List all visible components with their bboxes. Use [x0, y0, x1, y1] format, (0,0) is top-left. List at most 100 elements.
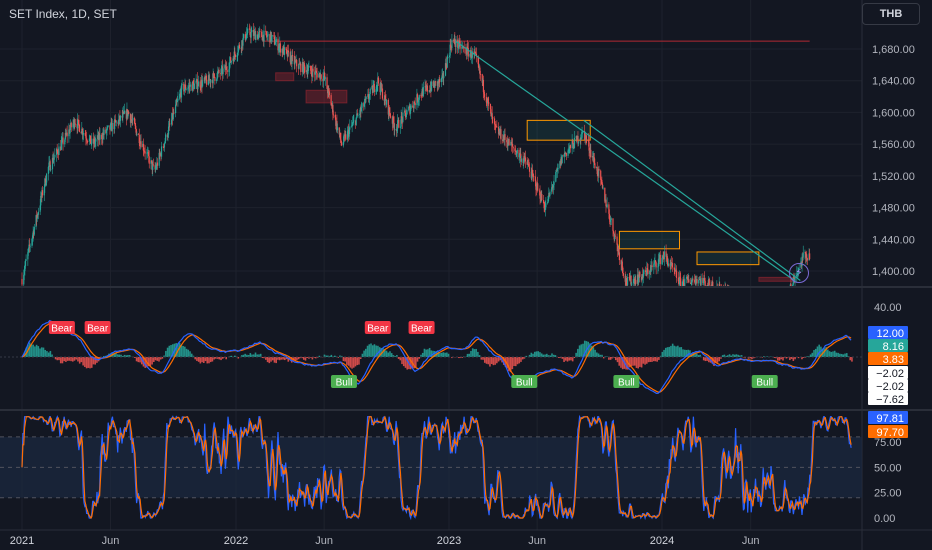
candle-body	[606, 204, 608, 208]
candle-body	[216, 73, 218, 80]
macd-histogram-bar	[561, 357, 564, 359]
candle-body	[315, 70, 318, 74]
macd-histogram-bar	[609, 357, 612, 360]
candle-body	[597, 169, 599, 177]
candle-body	[31, 235, 34, 239]
macd-histogram-bar	[402, 357, 405, 367]
candle-body	[658, 258, 660, 260]
macd-histogram-bar	[206, 357, 209, 364]
candle-body	[357, 114, 359, 116]
macd-histogram-bar	[287, 357, 290, 362]
candle-body	[109, 123, 112, 130]
candle-body	[585, 135, 587, 140]
candle-body	[496, 126, 498, 128]
candle-body	[136, 133, 138, 136]
candle-body	[587, 139, 590, 142]
macd-histogram-bar	[383, 348, 386, 357]
candle-body	[537, 183, 539, 191]
macd-histogram-bar	[664, 347, 667, 357]
lightning-icon[interactable]: ⚡	[789, 263, 809, 283]
candle-body	[528, 167, 531, 172]
candle-body	[544, 207, 546, 211]
candle-body	[617, 244, 619, 251]
macd-histogram-bar	[544, 354, 546, 357]
candle-body	[363, 103, 365, 107]
macd-histogram-bar	[125, 355, 128, 357]
candle-body	[539, 190, 541, 199]
value-label-text: −7.62	[876, 394, 904, 406]
macd-histogram-bar	[175, 343, 178, 357]
macd-histogram-bar	[197, 357, 200, 362]
macd-histogram-bar	[675, 346, 677, 357]
candle-body	[409, 108, 412, 114]
candle-body	[650, 266, 652, 273]
candle-body	[114, 119, 116, 130]
candle-body	[167, 134, 169, 138]
candle-body	[719, 283, 721, 286]
candle-body	[40, 195, 42, 206]
macd-histogram-bar	[382, 348, 384, 357]
candle-body	[85, 135, 87, 139]
bear-marker: Bear	[48, 321, 75, 335]
currency-button[interactable]: THB	[862, 3, 920, 25]
candle-body	[273, 36, 276, 45]
candle-body	[661, 257, 663, 265]
candle-body	[356, 113, 358, 116]
macd-histogram-bar	[296, 357, 298, 361]
macd-histogram-bar	[192, 355, 195, 357]
candle-body	[72, 123, 74, 128]
macd-histogram-bar	[744, 357, 746, 359]
candle-body	[222, 68, 224, 75]
macd-histogram-bar	[778, 357, 781, 361]
macd-histogram-bar	[682, 349, 684, 357]
macd-histogram-bar	[120, 354, 122, 357]
macd-histogram-bar	[202, 357, 205, 363]
candle-body	[461, 46, 463, 49]
macd-histogram-bar	[54, 357, 57, 360]
candle-body	[226, 70, 228, 73]
candle-body	[507, 144, 509, 147]
candle-body	[657, 259, 660, 267]
candle-body	[155, 167, 157, 169]
candle-body	[368, 98, 370, 100]
candle-body	[588, 141, 590, 151]
candle-body	[206, 79, 208, 85]
candle-body	[446, 57, 448, 68]
macd-histogram-bar	[46, 351, 48, 357]
candle-body	[687, 276, 689, 281]
candle-body	[242, 38, 244, 46]
candle-body	[590, 149, 592, 158]
candle-body	[77, 119, 79, 129]
candle-body	[483, 93, 486, 98]
candle-body	[82, 133, 85, 135]
candle-body	[158, 152, 160, 166]
candle-body	[450, 47, 452, 49]
x-tick-label: 2022	[224, 535, 248, 547]
macd-histogram-bar	[327, 355, 329, 357]
macd-histogram-bar	[380, 347, 383, 357]
macd-histogram-bar	[87, 357, 90, 368]
macd-histogram-bar	[597, 353, 600, 357]
candle-body	[413, 101, 415, 108]
macd-histogram-bar	[354, 357, 357, 367]
macd-histogram-bar	[137, 357, 140, 363]
candle-body	[483, 91, 485, 94]
candle-body	[601, 179, 603, 184]
candle-body	[94, 139, 96, 144]
macd-histogram-bar	[482, 357, 484, 360]
candle-body	[88, 138, 91, 142]
candle-body	[467, 47, 469, 57]
macd-histogram-bar	[571, 357, 574, 362]
macd-histogram-bar	[220, 357, 222, 361]
candle-body	[518, 149, 520, 158]
candle-body	[278, 46, 280, 49]
candle-body	[341, 142, 343, 146]
candle-body	[115, 121, 117, 123]
candle-body	[353, 120, 355, 122]
macd-histogram-bar	[806, 356, 808, 357]
macd-histogram-bar	[256, 354, 259, 357]
macd-histogram-bar	[159, 357, 162, 360]
macd-histogram-bar	[766, 356, 769, 357]
macd-histogram-bar	[837, 352, 839, 357]
